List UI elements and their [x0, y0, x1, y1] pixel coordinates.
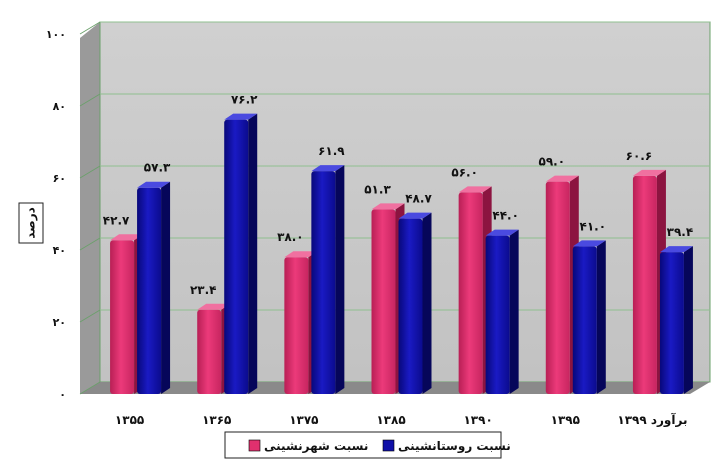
bar-top: [137, 181, 171, 188]
x-tick-label: ۱۳۹۰: [463, 413, 492, 427]
bar-top: [632, 169, 666, 176]
bar-front: [110, 240, 135, 394]
y-tick-label: ۴۰: [53, 244, 66, 257]
bar-front: [284, 257, 309, 394]
bar: [311, 165, 345, 394]
bar-top: [284, 251, 318, 258]
bar: [572, 240, 606, 394]
bar-front: [224, 119, 249, 395]
bar: [224, 113, 258, 395]
y-tick-label: ۸۰: [53, 100, 66, 113]
y-axis-label-box: [18, 202, 44, 244]
y-axis-label: درصد: [24, 207, 38, 239]
bar-front: [458, 192, 483, 394]
gridline-side: [79, 237, 101, 251]
data-label: ۶۱.۹: [318, 144, 345, 158]
legend-label-rural: نسبت روستانشینی: [398, 439, 511, 454]
bar: [137, 181, 171, 394]
data-label: ۴۸.۷: [405, 192, 432, 206]
bar-front: [572, 246, 597, 394]
bar-top: [311, 165, 345, 172]
data-label: ۲۳.۴: [190, 283, 217, 297]
bar-front: [632, 175, 657, 394]
bar-top: [371, 203, 405, 210]
bar-top: [110, 234, 144, 241]
y-tick-label: ۲۰: [53, 316, 66, 329]
data-label: ۵۹.۰: [539, 155, 566, 169]
gridline-side: [79, 381, 101, 395]
bar-front: [659, 252, 684, 394]
data-label: ۵۱.۳: [364, 182, 391, 196]
data-labels: ۴۲.۷ ۵۷.۳ ۲۳.۴ ۷۶.۲ ۳۸.۰ ۶۱.۹ ۵۱.۳ ۴۸.۷ ۵۶.۰ ۴۴.۰…: [103, 93, 693, 297]
gridline-side: [79, 309, 101, 323]
bar-top: [224, 113, 258, 120]
bar-front: [545, 181, 570, 394]
data-label: ۵۷.۳: [144, 161, 171, 175]
bar: [485, 229, 519, 394]
y-tick-label: ۶۰: [53, 172, 66, 185]
x-tick-label: ۱۳۸۵: [376, 413, 405, 427]
bar-side: [596, 240, 606, 394]
legend-swatch-urban: [248, 439, 261, 452]
data-label: ۴۱.۰: [580, 219, 607, 233]
bar-top: [197, 303, 231, 310]
x-tick-label: ۱۳۷۵: [289, 413, 318, 427]
bar-side: [161, 181, 171, 394]
data-label: ۷۶.۲: [231, 93, 258, 107]
bar-top: [485, 229, 519, 236]
bar: [659, 246, 693, 394]
bar-front: [137, 187, 162, 394]
data-label: ۶۰.۶: [626, 149, 653, 163]
side-wall: [80, 22, 100, 394]
bar-side: [509, 229, 519, 394]
gridline-side: [79, 21, 101, 35]
legend-swatch-rural: [382, 439, 395, 452]
data-label: ۴۴.۰: [492, 209, 519, 223]
data-label: ۳۸.۰: [277, 230, 304, 244]
bar-front: [371, 209, 396, 394]
bar-side: [422, 212, 432, 394]
x-tick-label: ۱۳۵۵: [115, 413, 144, 427]
x-tick-label: برآورد ۱۳۹۹: [617, 412, 687, 428]
bar-front: [311, 171, 336, 394]
x-tick-label: ۱۳۶۵: [202, 413, 231, 427]
category-labels: ۱۳۵۵ ۱۳۶۵ ۱۳۷۵ ۱۳۸۵ ۱۳۹۰ ۱۳۹۵ برآورد ۱۳۹۹: [115, 412, 688, 428]
legend: نسبت روستانشینی نسبت شهرنشینی: [224, 431, 511, 459]
bar-front: [398, 218, 423, 394]
y-tick-label: ۱۰۰: [46, 28, 66, 41]
data-label: ۴۲.۷: [103, 213, 130, 227]
data-label: ۳۹.۴: [667, 225, 694, 239]
gridlines: [79, 21, 710, 395]
legend-box: [224, 431, 502, 459]
bars: [110, 113, 693, 395]
y-axis-ticks: ۰ ۲۰ ۴۰ ۶۰ ۸۰ ۱۰۰: [46, 28, 66, 401]
bar-front: [485, 235, 510, 394]
bar-side: [248, 113, 258, 395]
bar-top: [545, 175, 579, 182]
x-tick-label: ۱۳۹۵: [551, 413, 580, 427]
bar-top: [572, 240, 606, 247]
gridline-side: [79, 165, 101, 179]
bar-side: [335, 165, 345, 394]
bar-front: [197, 309, 222, 394]
bar-side: [683, 246, 693, 394]
data-label: ۵۶.۰: [451, 165, 478, 179]
legend-label-urban: نسبت شهرنشینی: [264, 439, 368, 453]
y-tick-label: ۰: [59, 388, 66, 401]
bar: [398, 212, 432, 394]
gridline-side: [79, 93, 101, 107]
bar-top: [458, 186, 492, 193]
bar-top: [398, 212, 432, 219]
bar-top: [659, 246, 693, 253]
